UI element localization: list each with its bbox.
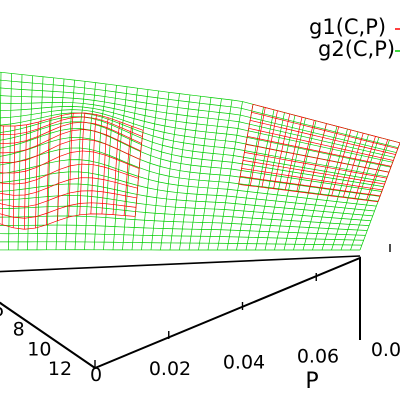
axis-left-edge <box>0 301 96 369</box>
surface-g1-left <box>0 112 144 230</box>
axis-back-edge <box>0 255 361 273</box>
legend: g1(C,P) g2(C,P) <box>309 15 400 61</box>
surface-g2 <box>0 71 400 251</box>
y-tick-label: 12 <box>48 358 72 380</box>
x-tick-label: 0.08 <box>371 339 400 361</box>
legend-entry-g2: g2(C,P) <box>318 37 395 61</box>
x-axis-label: P <box>305 369 318 394</box>
tick-marks <box>94 244 391 368</box>
y-tick-label: 6 <box>0 299 4 321</box>
axes <box>0 244 391 370</box>
x-tick-label: 0.06 <box>297 345 339 367</box>
x-tick-label: 0 <box>90 364 102 386</box>
legend-entry-g1: g1(C,P) <box>309 15 386 39</box>
tick-labels: 0 0.02 0.04 0.06 0.08 681012 <box>0 299 400 386</box>
x-tick-label: 0.02 <box>149 358 191 380</box>
x-tick-label: 0.04 <box>223 352 265 374</box>
y-tick-label: 10 <box>27 338 51 360</box>
surface-g1-right <box>238 103 400 203</box>
surface-wireframes <box>0 71 400 251</box>
y-tick-label: 8 <box>13 319 25 341</box>
